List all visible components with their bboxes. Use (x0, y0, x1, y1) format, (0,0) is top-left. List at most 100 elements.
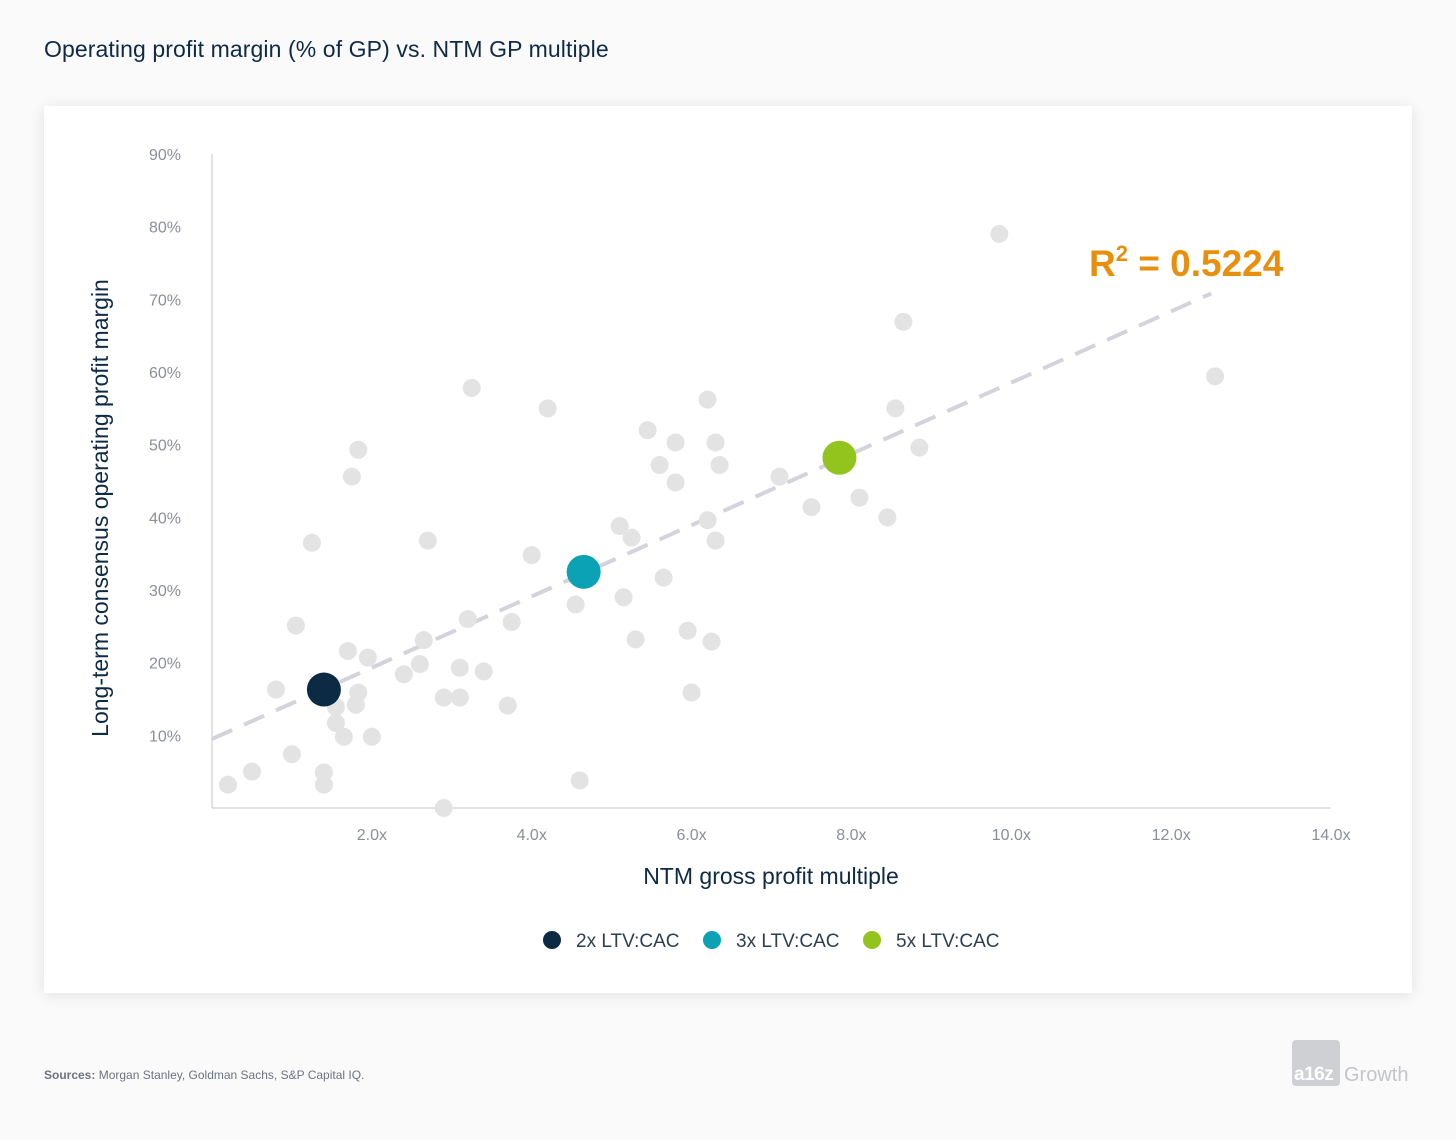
scatter-point (462, 378, 481, 397)
scatter-point (626, 630, 645, 649)
x-tick-label: 10.0x (992, 827, 1031, 844)
scatter-point (414, 631, 433, 650)
y-tick-label: 80% (149, 220, 181, 237)
scatter-point (698, 390, 717, 409)
scatter-points (218, 224, 1225, 817)
legend-swatch-3x (703, 931, 721, 949)
r-squared-sup: 2 (1116, 241, 1128, 266)
scatter-point (666, 473, 685, 492)
r-squared-value: = 0.5224 (1128, 243, 1284, 284)
scatter-point (1206, 367, 1225, 386)
scatter-point (622, 528, 641, 547)
legend-label-5x: 5x LTV:CAC (896, 931, 999, 952)
sources-label: Sources: (44, 1068, 96, 1082)
scatter-point (878, 508, 897, 527)
scatter-point (710, 456, 729, 475)
x-tick-label: 8.0x (836, 827, 866, 844)
scatter-point (338, 642, 357, 661)
scatter-point (894, 312, 913, 331)
x-tick-label: 4.0x (517, 827, 547, 844)
y-tick-label: 10% (149, 728, 181, 745)
scatter-point (502, 612, 521, 631)
scatter-point (326, 713, 345, 732)
scatter-point (678, 621, 697, 640)
scatter-point (362, 727, 381, 746)
r-squared-annotation: R2 = 0.5224 (1089, 241, 1284, 284)
scatter-point (218, 775, 237, 794)
sources-text: Morgan Stanley, Goldman Sachs, S&P Capit… (98, 1068, 365, 1082)
legend-swatch-2x (543, 931, 561, 949)
scatter-point (458, 610, 477, 629)
x-tick-label: 2.0x (357, 827, 387, 844)
scatter-point (314, 763, 333, 782)
scatter-point (282, 745, 301, 764)
scatter-point (302, 533, 321, 552)
scatter-point (498, 696, 517, 715)
scatter-point (666, 433, 685, 452)
scatter-point (850, 488, 869, 507)
scatter-point (566, 595, 585, 614)
scatter-point (706, 433, 725, 452)
scatter-point (418, 531, 437, 550)
y-tick-label: 70% (149, 292, 181, 309)
x-axis-title: NTM gross profit multiple (643, 863, 899, 889)
scatter-point (802, 498, 821, 517)
scatter-point (610, 517, 629, 536)
scatter-point (394, 665, 413, 684)
scatter-point (410, 655, 429, 674)
scatter-point (434, 799, 453, 817)
y-tick-label: 40% (149, 510, 181, 527)
scatter-point (266, 680, 285, 699)
scatter-point (650, 456, 669, 475)
x-tick-labels: 2.0x 4.0x 6.0x 8.0x 10.0x 12.0x 14.0x (357, 827, 1351, 844)
x-tick-label: 14.0x (1311, 827, 1350, 844)
scatter-point (990, 224, 1009, 243)
y-tick-label: 30% (149, 583, 181, 600)
scatter-point (434, 688, 453, 707)
y-tick-label: 50% (149, 438, 181, 455)
scatter-point (910, 438, 929, 457)
r-squared-r: R (1089, 243, 1116, 284)
logo-word: Growth (1344, 1064, 1409, 1086)
logo-box (1292, 1040, 1340, 1086)
scatter-point (474, 662, 493, 681)
scatter-point (654, 568, 673, 587)
scatter-point (450, 688, 469, 707)
scatter-point (698, 511, 717, 530)
x-tick-label: 12.0x (1152, 827, 1191, 844)
highlight-point-1 (306, 672, 341, 707)
scatter-point (538, 399, 557, 418)
scatter-point (614, 588, 633, 607)
scatter-point (342, 467, 361, 486)
scatter-point (682, 683, 701, 702)
scatter-point (770, 467, 789, 486)
scatter-point (242, 762, 261, 781)
page-title: Operating profit margin (% of GP) vs. NT… (44, 36, 609, 62)
highlight-points (306, 440, 857, 707)
scatter-point (349, 440, 368, 459)
scatter-point (570, 771, 589, 790)
scatter-point (334, 727, 353, 746)
legend-label-2x: 2x LTV:CAC (576, 931, 679, 952)
scatter-point (702, 632, 721, 651)
scatter-point (314, 775, 333, 794)
scatter-point (286, 616, 305, 635)
axes (211, 154, 1331, 809)
x-tick-label: 6.0x (676, 827, 706, 844)
scatter-point (450, 658, 469, 677)
highlight-point-3 (822, 440, 857, 475)
scatter-point (638, 421, 657, 440)
y-tick-labels: 10% 20% 30% 40% 50% 60% 70% 80% 90% (149, 147, 181, 745)
scatter-point (522, 546, 541, 565)
y-tick-label: 90% (149, 147, 181, 164)
scatter-point (706, 531, 725, 550)
y-tick-label: 60% (149, 365, 181, 382)
legend-label-3x: 3x LTV:CAC (736, 931, 839, 952)
scatter-point (349, 683, 368, 702)
y-axis-title: Long-term consensus operating profit mar… (87, 279, 113, 737)
scatter-point (886, 399, 905, 418)
logo-mark: a16z (1294, 1064, 1334, 1085)
chart-card: 10% 20% 30% 40% 50% 60% 70% 80% 90% 2.0x 4.0x 6.0x… (44, 106, 1412, 993)
sources-note: Sources: Morgan Stanley, Goldman Sachs, … (44, 1068, 364, 1082)
scatter-chart: 10% 20% 30% 40% 50% 60% 70% 80% 90% 2.0x 4.0x 6.0x… (87, 147, 1351, 952)
